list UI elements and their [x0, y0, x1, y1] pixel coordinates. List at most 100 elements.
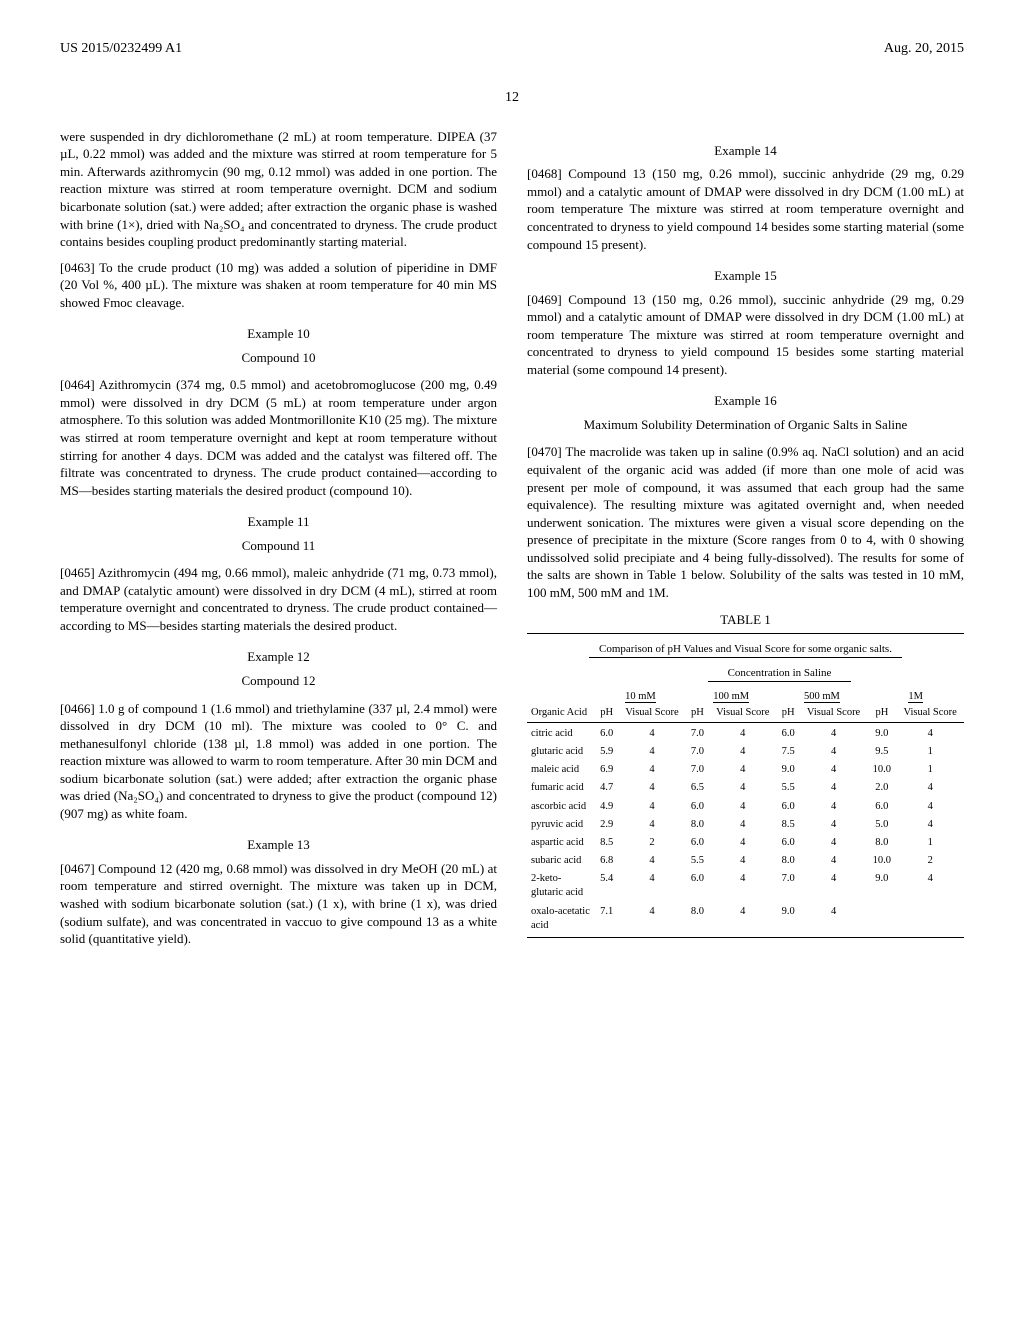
table-cell: 5.9	[595, 743, 618, 761]
table-cell: 1	[896, 743, 964, 761]
paragraph-0470: [0470] The macrolide was taken up in sal…	[527, 443, 964, 601]
table-row: 2-keto-glutaric acid5.446.047.049.04	[527, 870, 964, 902]
table-cell: 9.0	[777, 903, 800, 935]
table-cell: 4	[800, 779, 868, 797]
table-cell: 4	[709, 779, 777, 797]
table-cell: 4	[896, 798, 964, 816]
table-row: fumaric acid4.746.545.542.04	[527, 779, 964, 797]
example-13-heading: Example 13	[60, 836, 497, 854]
table-cell: 7.0	[686, 761, 709, 779]
table-cell: 2.0	[867, 779, 896, 797]
patent-id: US 2015/0232499 A1	[60, 40, 182, 59]
table-cell: 4	[709, 816, 777, 834]
table-cell: 6.0	[777, 725, 800, 743]
table-cell: 9.0	[867, 870, 896, 902]
page-header: US 2015/0232499 A1 Aug. 20, 2015	[60, 40, 964, 59]
table-cell: 4	[709, 834, 777, 852]
table-row: citric acid6.047.046.049.04	[527, 725, 964, 743]
table-cell: 8.5	[595, 834, 618, 852]
table-cell: 6.0	[686, 798, 709, 816]
table-cell: 10.0	[867, 761, 896, 779]
table-cell: 4	[618, 761, 686, 779]
acid-name: aspartic acid	[527, 834, 595, 852]
acid-name: 2-keto-glutaric acid	[527, 870, 595, 902]
paragraph-0469: [0469] Compound 13 (150 mg, 0.26 mmol), …	[527, 291, 964, 379]
table-cell: 6.0	[777, 798, 800, 816]
table-cell: 8.0	[777, 852, 800, 870]
concentration-header: Concentration in Saline	[595, 664, 964, 688]
table-cell: 6.9	[595, 761, 618, 779]
table-row: maleic acid6.947.049.0410.01	[527, 761, 964, 779]
table-cell: 8.5	[777, 816, 800, 834]
table-cell: 6.5	[686, 779, 709, 797]
table-cell: 4	[618, 816, 686, 834]
col-visual-score: Visual Score	[709, 704, 777, 723]
table-cell: 4	[618, 798, 686, 816]
col-visual-score: Visual Score	[800, 704, 868, 723]
example-16-subtitle: Maximum Solubility Determination of Orga…	[527, 416, 964, 434]
example-14-heading: Example 14	[527, 142, 964, 160]
solubility-table: Comparison of pH Values and Visual Score…	[527, 633, 964, 938]
table-cell: 2	[618, 834, 686, 852]
col-visual-score: Visual Score	[896, 704, 964, 723]
compound-10-heading: Compound 10	[60, 349, 497, 367]
table-cell: 4	[709, 761, 777, 779]
group-100mm: 100 mM	[713, 691, 749, 703]
left-column: were suspended in dry dichloromethane (2…	[60, 128, 497, 956]
example-15-heading: Example 15	[527, 267, 964, 285]
table-cell: 6.0	[867, 798, 896, 816]
table-row: oxalo-acetatic acid7.148.049.04	[527, 903, 964, 935]
table-cell: 6.0	[595, 725, 618, 743]
table-cell: 7.1	[595, 903, 618, 935]
table-row: aspartic acid8.526.046.048.01	[527, 834, 964, 852]
table-cell: 4	[800, 798, 868, 816]
table-cell: 7.0	[777, 870, 800, 902]
table-cell: 6.8	[595, 852, 618, 870]
table-cell: 7.0	[686, 743, 709, 761]
paragraph-0466: [0466] 1.0 g of compound 1 (1.6 mmol) an…	[60, 700, 497, 823]
table-cell: 4	[618, 725, 686, 743]
table-cell: 2.9	[595, 816, 618, 834]
table-row: ascorbic acid4.946.046.046.04	[527, 798, 964, 816]
table-cell: 4	[800, 743, 868, 761]
acid-name: subaric acid	[527, 852, 595, 870]
table-cell: 4	[800, 834, 868, 852]
table-cell	[896, 903, 964, 935]
paragraph-0464: [0464] Azithromycin (374 mg, 0.5 mmol) a…	[60, 376, 497, 499]
table-cell: 2	[896, 852, 964, 870]
table-cell: 4	[618, 870, 686, 902]
table-cell: 4	[896, 870, 964, 902]
group-1m: 1M	[908, 691, 923, 703]
col-ph: pH	[686, 704, 709, 723]
table-cell: 6.0	[686, 834, 709, 852]
two-column-layout: were suspended in dry dichloromethane (2…	[60, 128, 964, 956]
example-16-heading: Example 16	[527, 392, 964, 410]
table-cell: 4	[800, 761, 868, 779]
paragraph-0465: [0465] Azithromycin (494 mg, 0.66 mmol),…	[60, 564, 497, 634]
col-visual-score: Visual Score	[618, 704, 686, 723]
acid-name: maleic acid	[527, 761, 595, 779]
table-cell	[867, 903, 896, 935]
group-10mm: 10 mM	[625, 691, 656, 703]
paragraph-0463: [0463] To the crude product (10 mg) was …	[60, 259, 497, 312]
table-cell: 4	[800, 903, 868, 935]
table-cell: 5.5	[777, 779, 800, 797]
paragraph-0467: [0467] Compound 12 (420 mg, 0.68 mmol) w…	[60, 860, 497, 948]
acid-name: glutaric acid	[527, 743, 595, 761]
table-row: glutaric acid5.947.047.549.51	[527, 743, 964, 761]
acid-name: fumaric acid	[527, 779, 595, 797]
table-cell: 10.0	[867, 852, 896, 870]
table-cell: 8.0	[686, 903, 709, 935]
table-caption: Comparison of pH Values and Visual Score…	[527, 638, 964, 664]
table-cell: 4	[709, 725, 777, 743]
publication-date: Aug. 20, 2015	[884, 40, 964, 59]
table-cell: 4	[709, 870, 777, 902]
table-cell: 4	[709, 852, 777, 870]
table-cell: 9.0	[867, 725, 896, 743]
table-cell: 4	[618, 852, 686, 870]
table-cell: 4	[800, 870, 868, 902]
table-row: pyruvic acid2.948.048.545.04	[527, 816, 964, 834]
table-cell: 4	[618, 743, 686, 761]
table-title: TABLE 1	[527, 611, 964, 629]
table-cell: 4	[618, 779, 686, 797]
